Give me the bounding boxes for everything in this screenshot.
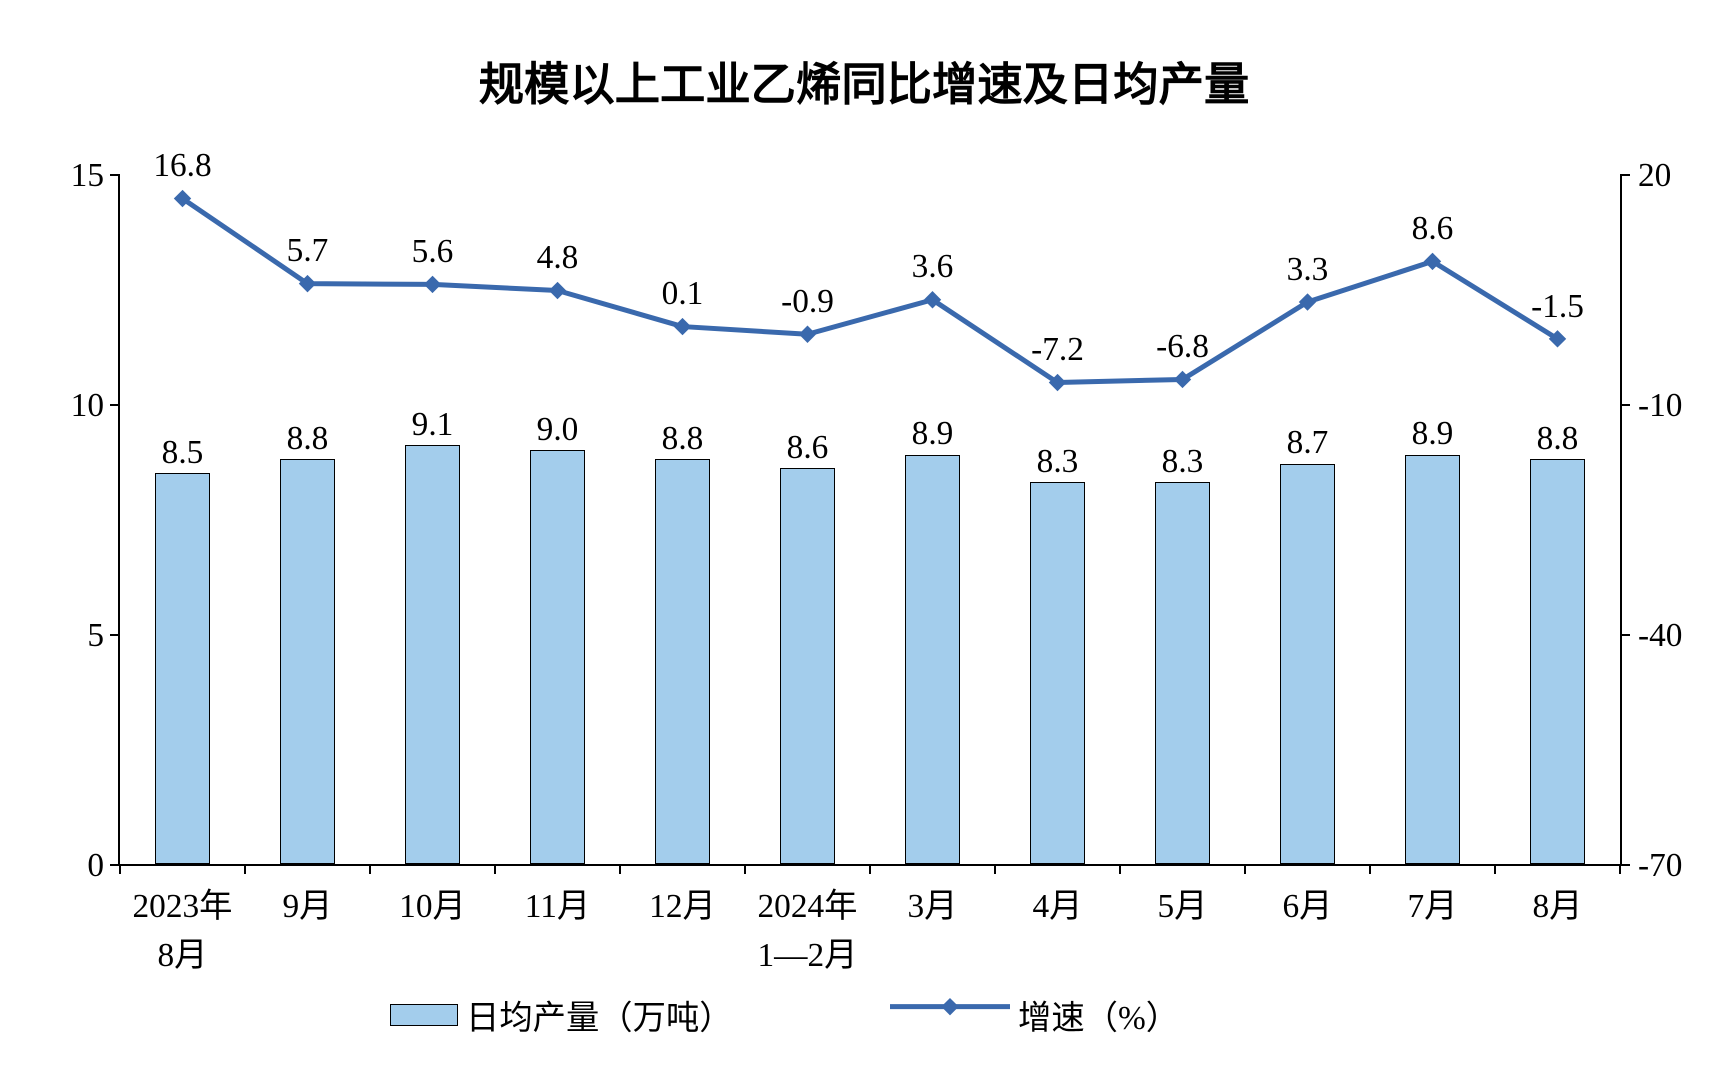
x-category-label: 4月 <box>995 878 1120 927</box>
line-value-label: 5.7 <box>245 232 370 270</box>
x-category-label: 5月 <box>1120 878 1245 927</box>
x-tick <box>619 866 621 874</box>
line-value-label: 0.1 <box>620 275 745 313</box>
y-right-tick <box>1622 864 1630 866</box>
x-tick <box>1369 866 1371 874</box>
bar-value-label: 8.9 <box>1370 415 1495 453</box>
y-left-tick-label: 10 <box>71 387 104 425</box>
line-marker-diamond-icon <box>300 276 316 292</box>
bar-value-label: 8.9 <box>870 415 995 453</box>
x-tick <box>1494 866 1496 874</box>
bar <box>530 450 585 864</box>
y-left-tick <box>110 634 118 636</box>
x-category-label: 2023年 8月 <box>120 878 245 976</box>
line-value-label: -7.2 <box>995 331 1120 369</box>
x-tick <box>369 866 371 874</box>
x-tick <box>744 866 746 874</box>
bar <box>280 459 335 864</box>
bar <box>405 445 460 864</box>
bar-value-label: 8.8 <box>1495 420 1620 458</box>
bar-value-label: 8.8 <box>245 420 370 458</box>
bar-value-label: 8.3 <box>995 443 1120 481</box>
x-category-label: 9月 <box>245 878 370 927</box>
y-left-tick <box>110 404 118 406</box>
line-value-label: 8.6 <box>1370 210 1495 248</box>
x-tick <box>1119 866 1121 874</box>
legend-line-label: 增速（%） <box>1018 990 1179 1039</box>
y-right-tick-label: -40 <box>1638 617 1682 655</box>
line-marker-diamond-icon <box>175 191 191 207</box>
line-marker-diamond-icon <box>1550 331 1566 347</box>
x-tick <box>244 866 246 874</box>
x-tick <box>119 866 121 874</box>
line-marker-diamond-icon <box>425 276 441 292</box>
x-category-label: 2024年 1—2月 <box>745 878 870 976</box>
bar <box>1155 482 1210 864</box>
bar-value-label: 8.3 <box>1120 443 1245 481</box>
x-category-label: 7月 <box>1370 878 1495 927</box>
bar <box>1030 482 1085 864</box>
bar <box>905 455 960 864</box>
bar <box>1280 464 1335 864</box>
line-marker-diamond-icon <box>550 283 566 299</box>
y-right-tick-label: 20 <box>1638 157 1671 195</box>
chart-root: 规模以上工业乙烯同比增速及日均产量 0 5 10 15 -70 -40 -10 20 2023年… <box>0 0 1728 1068</box>
line-marker-diamond-icon <box>1175 371 1191 387</box>
line-value-label: 3.6 <box>870 248 995 286</box>
y-left-tick-label: 15 <box>71 157 104 195</box>
line-value-label: 5.6 <box>370 233 495 271</box>
y-left-tick <box>110 174 118 176</box>
line-value-label: -6.8 <box>1120 328 1245 366</box>
bar-value-label: 8.5 <box>120 434 245 472</box>
y-right-tick-label: -70 <box>1638 847 1682 885</box>
line-marker-diamond-icon <box>675 319 691 335</box>
line-marker-diamond-icon <box>1300 294 1316 310</box>
bar-value-label: 8.7 <box>1245 424 1370 462</box>
y-right-tick-label: -10 <box>1638 387 1682 425</box>
x-category-label: 10月 <box>370 878 495 927</box>
chart-title: 规模以上工业乙烯同比增速及日均产量 <box>0 48 1728 114</box>
x-tick <box>1619 866 1621 874</box>
line-value-label: 3.3 <box>1245 251 1370 289</box>
line-value-label: 4.8 <box>495 239 620 277</box>
y-left-tick-label: 0 <box>87 847 104 885</box>
legend-line-marker-icon <box>942 999 958 1015</box>
x-category-label: 8月 <box>1495 878 1620 927</box>
x-tick <box>869 866 871 874</box>
bar-value-label: 9.0 <box>495 411 620 449</box>
y-right-tick <box>1622 174 1630 176</box>
bar-value-label: 9.1 <box>370 406 495 444</box>
bar-value-label: 8.6 <box>745 429 870 467</box>
x-category-label: 11月 <box>495 878 620 927</box>
x-tick <box>494 866 496 874</box>
line-value-label: 16.8 <box>120 147 245 185</box>
bar-value-label: 8.8 <box>620 420 745 458</box>
line-marker-diamond-icon <box>800 326 816 342</box>
legend-item-bars: 日均产量（万吨） <box>390 990 733 1039</box>
y-right-tick <box>1622 634 1630 636</box>
line-value-label: -1.5 <box>1495 288 1620 326</box>
bar <box>780 468 835 864</box>
legend-bar-label: 日均产量（万吨） <box>466 990 733 1039</box>
y-left-tick-label: 5 <box>87 617 104 655</box>
line-value-label: -0.9 <box>745 283 870 321</box>
bar <box>1405 455 1460 864</box>
y-right-tick <box>1622 404 1630 406</box>
bar <box>655 459 710 864</box>
bar <box>155 473 210 864</box>
x-category-label: 12月 <box>620 878 745 927</box>
y-left-tick <box>110 864 118 866</box>
x-tick <box>1244 866 1246 874</box>
x-category-label: 3月 <box>870 878 995 927</box>
line-marker-diamond-icon <box>1425 253 1441 269</box>
x-category-label: 6月 <box>1245 878 1370 927</box>
line-marker-diamond-icon <box>1050 375 1066 391</box>
line-marker-diamond-icon <box>925 292 941 308</box>
x-tick <box>994 866 996 874</box>
bar <box>1530 459 1585 864</box>
legend-bar-swatch-icon <box>390 1004 458 1026</box>
growth-line <box>183 199 1558 383</box>
y-left-axis-line <box>118 174 120 866</box>
y-right-axis-line <box>1620 174 1622 866</box>
